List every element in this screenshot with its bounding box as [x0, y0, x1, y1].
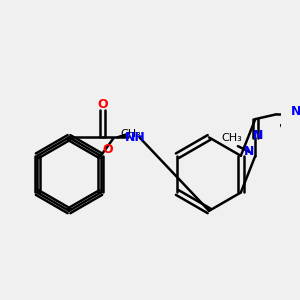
Text: NH: NH	[125, 131, 146, 144]
Text: N: N	[253, 129, 263, 142]
Text: O: O	[102, 142, 113, 155]
Text: N: N	[291, 105, 300, 118]
Text: N: N	[244, 146, 255, 158]
Text: CH₃: CH₃	[120, 129, 141, 139]
Text: O: O	[98, 98, 108, 111]
Text: CH₃: CH₃	[222, 134, 242, 143]
